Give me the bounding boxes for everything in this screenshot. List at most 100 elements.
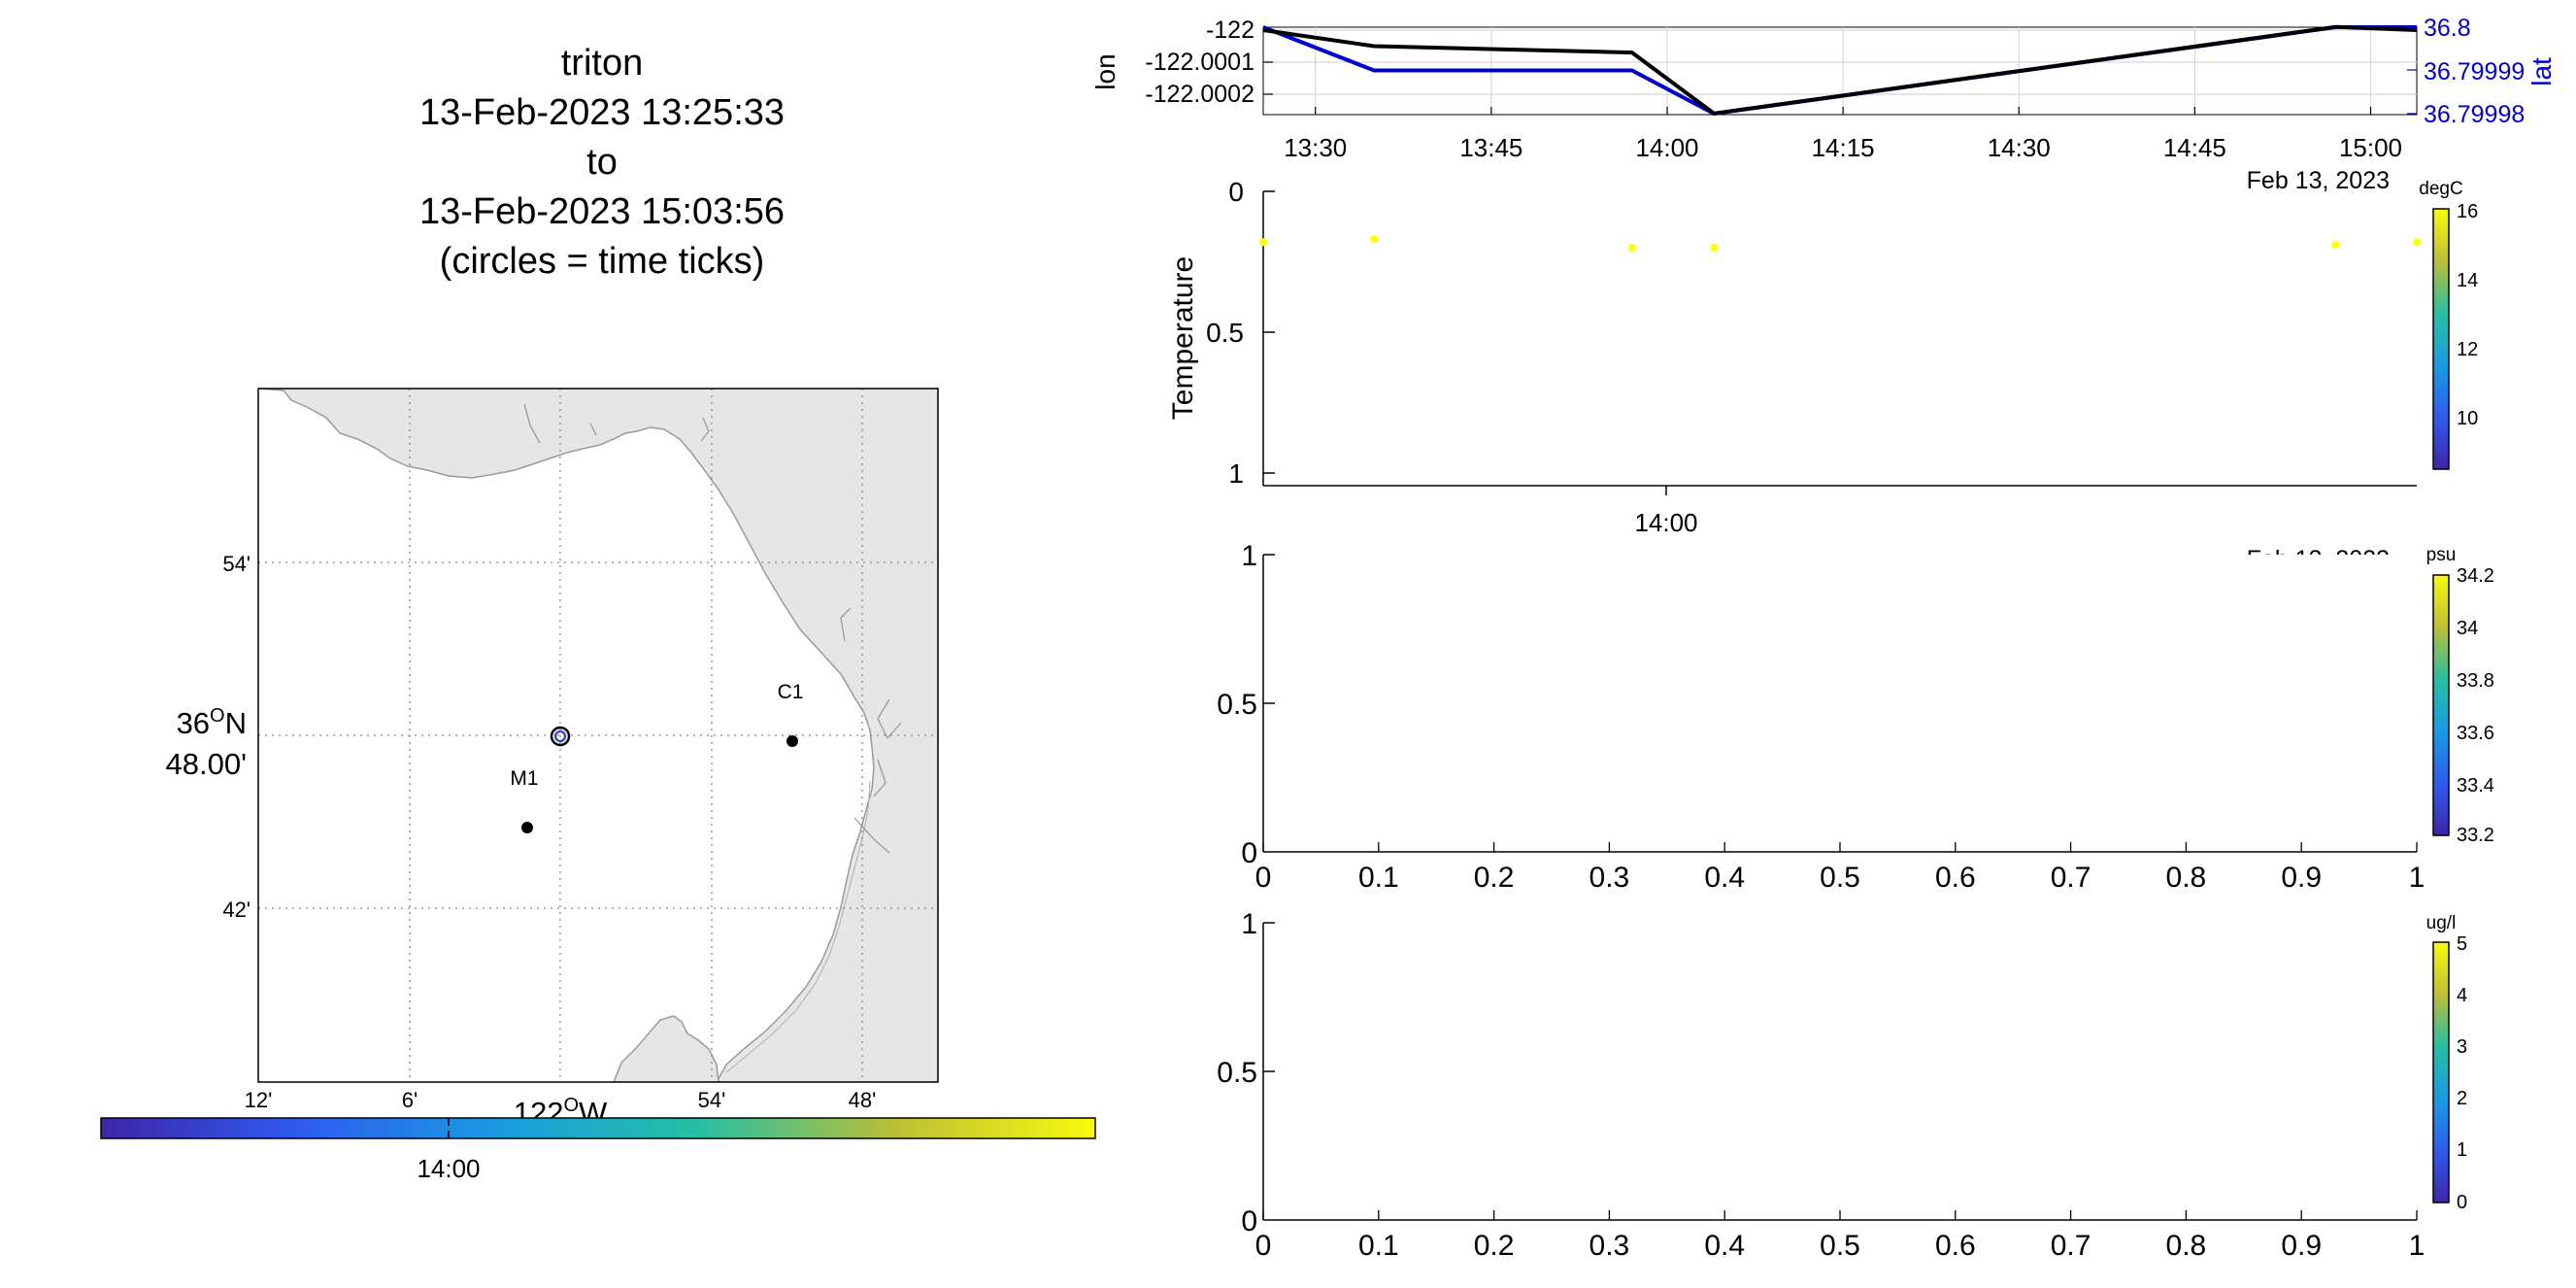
- chl-colorbar-tick-4: 1: [2457, 1139, 2467, 1161]
- lonlat-xtick-label-2: 14:00: [1635, 133, 1698, 162]
- chl-colorbar: [2432, 941, 2450, 1203]
- temperature-point-2: [1627, 244, 1636, 252]
- lonlat-axes-frame: [1262, 26, 2418, 116]
- chl-xtick-4: 0.4: [1704, 1230, 1745, 1262]
- chl-xtick-10: 1: [2409, 1230, 2425, 1262]
- chl-xtick-5: 0.5: [1820, 1230, 1860, 1262]
- map-lat-tick-54: 54': [222, 552, 251, 576]
- sal-xtick-3: 0.3: [1589, 862, 1630, 894]
- temperature-axis-label: Temperature: [1167, 256, 1199, 420]
- map-lat-deg-sign: O: [210, 705, 225, 727]
- chl-colorbar-tick-0: 5: [2457, 933, 2467, 955]
- sal-xtick-6: 0.6: [1935, 862, 1976, 894]
- map-rivers: [523, 403, 902, 854]
- sal-colorbar-tick-5: 33.2: [2457, 825, 2494, 846]
- chl-colorbar-tick-2: 3: [2457, 1036, 2467, 1058]
- chl-ytick-top: 1: [1241, 908, 1257, 940]
- map-station-m1-marker: [521, 822, 533, 833]
- lon-ytick-0: -122: [1206, 17, 1255, 44]
- chl-xtick-7: 0.7: [2051, 1230, 2091, 1262]
- chl-xtick-0: 0: [1255, 1230, 1272, 1262]
- lonlat-xtick-label-3: 14:15: [1812, 133, 1875, 162]
- sal-ytick-top: 1: [1241, 540, 1257, 572]
- sal-xtick-0: 0: [1255, 862, 1272, 894]
- lon-ytick-2: -122.0002: [1145, 81, 1255, 108]
- sal-xtick-8: 0.8: [2166, 862, 2207, 894]
- temp-colorbar: [2432, 208, 2450, 470]
- map-coast-inner: [725, 780, 871, 1073]
- temp-colorbar-tick-0: 16: [2457, 201, 2478, 222]
- map-lat-tick-42: 42': [222, 898, 251, 922]
- chl-xtick-6: 0.6: [1935, 1230, 1976, 1262]
- lonlat-xtick-label-1: 13:45: [1459, 133, 1522, 162]
- title-line-to: to: [586, 142, 618, 183]
- temperature-points: [1259, 235, 2421, 252]
- map-lon-tick-6: 6': [402, 1088, 418, 1112]
- sal-xtick-9: 0.9: [2281, 862, 2322, 894]
- sal-colorbar-unit: psu: [2426, 545, 2457, 565]
- lonlat-xtick-label-6: 15:00: [2339, 133, 2402, 162]
- sal-xtick-4: 0.4: [1704, 862, 1745, 894]
- sal-colorbar-tick-4: 33.4: [2457, 775, 2494, 797]
- figure-title: triton 13-Feb-2023 13:25:33 to 13-Feb-20…: [330, 39, 874, 287]
- lon-series-line: [1262, 24, 2418, 116]
- map-land-south: [613, 1015, 719, 1082]
- temp-colorbar-unit: degC: [2419, 179, 2462, 199]
- sal-xtick-10: 1: [2409, 862, 2425, 894]
- chl-ytick-mid: 0.5: [1217, 1057, 1257, 1089]
- chlorophyll-xticks: 0 0.1 0.2 0.3 0.4 0.5 0.6 0.7 0.8 0.9 1: [1255, 1210, 2425, 1262]
- map-lat-hemi: N: [225, 706, 247, 740]
- temp-xtick-label: 14:00: [1634, 508, 1697, 537]
- title-line-note: (circles = time ticks): [439, 241, 765, 282]
- lon-ytick-1: -122.0001: [1145, 49, 1255, 76]
- chl-xtick-1: 0.1: [1358, 1230, 1399, 1262]
- sal-ytick-bottom: 0: [1241, 837, 1257, 869]
- lat-ytick-0: 36.8: [2424, 15, 2471, 42]
- sal-ytick-mid: 0.5: [1217, 689, 1257, 721]
- sal-colorbar-tick-0: 34.2: [2457, 565, 2494, 587]
- map-track-end-inner: [553, 729, 567, 743]
- map-lon-tick-54: 54': [698, 1088, 726, 1112]
- title-line-platform: triton: [560, 43, 644, 84]
- map-lon-tick-48: 48': [849, 1088, 877, 1112]
- temp-ytick-2: 1: [1228, 458, 1244, 489]
- chlorophyll-panel: 1 0.5 0 0 0.1 0.2 0.3 0.4 0.5 0.6 0.7 0.8 0.9 1 ug…: [1217, 908, 2467, 1262]
- map-lat-deg: 36: [177, 706, 210, 740]
- salinity-xticks: 0 0.1 0.2 0.3 0.4 0.5 0.6 0.7 0.8 0.9 1: [1255, 842, 2425, 894]
- lonlat-xtick-label-0: 13:30: [1284, 133, 1347, 162]
- temp-ytick-1: 0.5: [1206, 318, 1244, 348]
- sal-xtick-5: 0.5: [1820, 862, 1860, 894]
- sal-colorbar-tick-3: 33.6: [2457, 723, 2494, 744]
- map-track-end-marker: [550, 726, 571, 747]
- map-station-c1-label: C1: [778, 681, 804, 703]
- chl-xtick-2: 0.2: [1474, 1230, 1515, 1262]
- temperature-point-0: [1259, 238, 1267, 247]
- lonlat-xtick-label-5: 14:45: [2163, 133, 2226, 162]
- chl-colorbar-unit: ug/l: [2426, 913, 2457, 933]
- chl-xtick-3: 0.3: [1589, 1230, 1630, 1262]
- map-lat-center-minutes: 48.00': [166, 747, 248, 781]
- lonlat-ticks: 13:30 13:45 14:00 14:15 14:30 14:45 15:00: [1263, 26, 2417, 162]
- chl-xtick-9: 0.9: [2281, 1230, 2322, 1262]
- sal-colorbar-tick-1: 34: [2457, 618, 2478, 639]
- salinity-date-mask: [2185, 555, 2398, 574]
- temperature-point-3: [1710, 244, 1719, 252]
- temperature-point-1: [1370, 235, 1379, 244]
- temperature-point-5: [2413, 238, 2421, 247]
- time-colorbar-label: 14:00: [417, 1154, 480, 1183]
- lat-ytick-2: 36.79998: [2424, 101, 2525, 128]
- chl-xtick-8: 0.8: [2166, 1230, 2207, 1262]
- chl-colorbar-tick-3: 2: [2457, 1088, 2467, 1109]
- map-lon-tick-12: 12': [245, 1088, 273, 1112]
- temp-ytick-0: 0: [1228, 177, 1244, 207]
- temperature-panel: 0 0.5 1 14:00 Temperature degC 16 14 12 …: [1167, 177, 2478, 537]
- temp-colorbar-tick-3: 10: [2457, 408, 2478, 429]
- lat-axis-label: lat: [2526, 57, 2557, 86]
- sal-xtick-2: 0.2: [1474, 862, 1515, 894]
- map-lon-deg-sign: O: [563, 1095, 579, 1116]
- chl-colorbar-tick-1: 4: [2457, 985, 2467, 1006]
- time-colorbar: [100, 1117, 1096, 1139]
- lon-axis-label: lon: [1090, 53, 1121, 89]
- map-station-m1-label: M1: [510, 767, 538, 790]
